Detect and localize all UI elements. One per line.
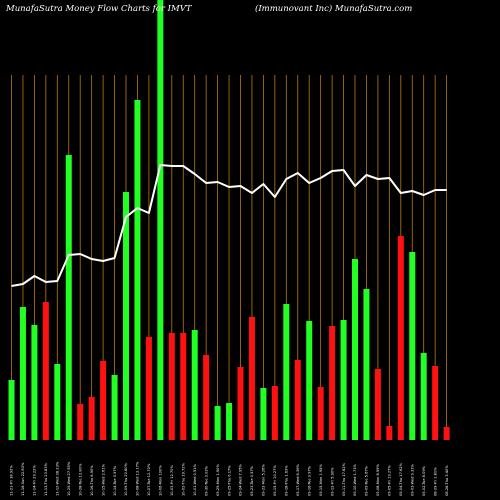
bar-outflow (100, 361, 107, 440)
bar-outflow (443, 427, 450, 440)
x-tick-label: 08-28-Thu 3.40% (445, 465, 449, 496)
x-tick-label: 09-23-Tue 0.57% (250, 465, 254, 496)
bar-outflow (77, 404, 84, 440)
bar-inflow (123, 192, 129, 440)
x-tick-label: 09-11-Thu 17.82% (342, 462, 346, 496)
bar-inflow (340, 320, 347, 440)
bar-inflow (19, 307, 26, 440)
bar-inflow (157, 0, 164, 440)
bar-inflow (420, 353, 427, 440)
bar-inflow (352, 259, 358, 440)
x-tick-label: 10-16-Thu 6.90% (90, 465, 94, 496)
x-tick-label: 09-10-Wed 1.71% (353, 463, 357, 496)
x-tick-label: 10-09-Thu 20.80% (124, 462, 128, 496)
bar-outflow (42, 302, 49, 440)
x-tick-label: 09-16-Tue 3.97% (307, 465, 311, 496)
bar-outflow (168, 333, 175, 440)
x-tick-label: 11-12-Wed 28.23% (56, 461, 60, 496)
bar-outflow (386, 426, 393, 440)
x-tick-label: 10-29-Wed 27.55% (67, 461, 71, 496)
x-tick-label: 09-15-Mon 1.95% (319, 464, 323, 496)
bar-inflow (283, 304, 290, 440)
x-tick-label: 10-03-Fri 12.70% (170, 465, 174, 496)
x-tick-label: 09-05-Fri 19.27% (388, 465, 392, 496)
bar-inflow (363, 289, 370, 440)
bar-outflow (248, 317, 255, 440)
x-tick-label: 09-12-Fri 5.90% (330, 467, 334, 496)
bar-inflow (214, 406, 221, 440)
bar-outflow (374, 369, 381, 440)
chart-title-left: MunafaSutra Money Flow Charts for IMVT (5, 4, 193, 14)
bar-outflow (88, 397, 95, 440)
x-tick-label: 09-25-Thu 6.17% (227, 465, 231, 496)
bar-outflow (317, 387, 324, 440)
bar-inflow (54, 364, 61, 440)
x-tick-label: 09-29-Mon 1.90% (216, 464, 220, 496)
bar-inflow (31, 325, 38, 440)
x-tick-label: 09-22-Mon 5.26% (262, 464, 266, 496)
line-series (11, 164, 447, 287)
x-tick-label: 10-08-Wed 13.17% (136, 461, 140, 496)
bar-outflow (237, 367, 244, 440)
x-tick-label: 10-07-Tue 12.70% (147, 463, 151, 496)
x-tick-label: 11-13-Thu 23.83% (44, 462, 48, 496)
x-tick-label: 09-30-Tue 3.02% (204, 465, 208, 496)
bars (8, 0, 450, 440)
x-tick-labels: 11-21-Fri 38.92% 11-16-Sun 22.83% 11-14-Fr… (10, 461, 449, 496)
x-tick-label: 09-02-Tue 8.09% (422, 465, 426, 496)
bar-inflow (226, 403, 233, 440)
x-tick-label: 09-03-Wed 9.31% (410, 463, 414, 496)
bar-outflow (294, 360, 301, 440)
bar-outflow (397, 236, 404, 440)
chart-title-right: (Immunovant Inc) MunafaSutra.com (255, 3, 412, 14)
bar-outflow (329, 326, 336, 440)
bar-inflow (409, 252, 416, 440)
bar-inflow (8, 380, 15, 440)
bar-inflow (65, 155, 72, 440)
x-tick-label: 10-01-Wed 0.51% (193, 463, 197, 496)
x-tick-label: 11-14-Fri 29.22% (33, 465, 37, 496)
bar-outflow (145, 337, 152, 440)
x-tick-label: 09-08-Mon 8.99% (376, 464, 380, 496)
bar-inflow (134, 100, 141, 440)
x-tick-label: 09-24-Wed 7.95% (239, 463, 243, 496)
bar-outflow (271, 386, 278, 440)
bar-inflow (260, 388, 267, 440)
bar-outflow (432, 366, 439, 440)
x-tick-label: 09-17-Wed 6.36% (296, 463, 300, 496)
bar-outflow (203, 355, 210, 440)
bar-inflow (191, 330, 198, 440)
x-tick-label: 10-14-Tue 0.97% (113, 465, 117, 496)
bar-outflow (180, 333, 187, 440)
x-tick-label: 09-19-Fri 10.27% (273, 465, 277, 496)
x-tick-label: 10-06-Mon 100% (159, 465, 163, 496)
x-tick-label: 10-15-Wed 2.61% (101, 463, 105, 496)
x-tick-label: 10-02-Thu 19.72% (181, 462, 185, 496)
x-tick-label: 09-18-Thu 1.63% (285, 465, 289, 496)
x-tick-label: 11-16-Sun 22.83% (21, 462, 25, 496)
x-tick-label: 09-04-Thu 17.62% (399, 462, 403, 496)
money-flow-line (11, 164, 447, 287)
x-tick-label: 09-09-Tue 5.67% (365, 465, 369, 496)
bar-inflow (306, 321, 313, 440)
x-tick-label: 08-29-Fri 1.81% (433, 467, 437, 496)
bar-inflow (111, 375, 118, 440)
x-tick-label: 11-21-Fri 38.92% (10, 465, 14, 496)
x-tick-label: 10-28-Tue 12.80% (78, 463, 82, 496)
